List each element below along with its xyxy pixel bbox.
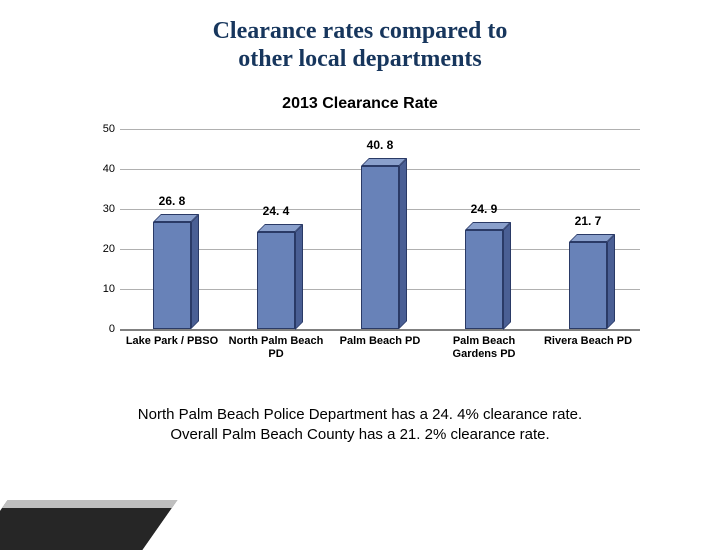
bar-front xyxy=(153,222,191,329)
bar-side xyxy=(295,224,303,330)
bar-top xyxy=(257,224,303,232)
bar-front xyxy=(361,166,399,329)
x-tick-label: Palm Beach Gardens PD xyxy=(434,335,534,361)
bars-layer: 26. 8 24. 4 40. 8 24. 9 21. 7 xyxy=(120,129,640,329)
y-tick-label: 0 xyxy=(85,323,115,335)
bar-top xyxy=(361,158,407,166)
grid-line xyxy=(120,329,640,331)
corner-accent xyxy=(0,500,178,550)
x-tick-label: North Palm Beach PD xyxy=(226,335,326,361)
x-tick-label: Rivera Beach PD xyxy=(538,335,638,348)
caption-line1: North Palm Beach Police Department has a… xyxy=(138,406,582,423)
bar xyxy=(257,129,295,329)
y-tick-label: 40 xyxy=(85,163,115,175)
y-tick-label: 50 xyxy=(85,123,115,135)
corner-accent-light xyxy=(2,500,178,508)
bar-value-label: 40. 8 xyxy=(340,138,420,152)
bar-side xyxy=(399,158,407,329)
x-tick-label: Lake Park / PBSO xyxy=(122,335,222,348)
bar-value-label: 21. 7 xyxy=(548,214,628,228)
bar-value-label: 24. 9 xyxy=(444,202,524,216)
bar-top xyxy=(465,222,511,230)
caption: North Palm Beach Police Department has a… xyxy=(0,405,720,446)
bar-top xyxy=(153,214,199,222)
chart-title: 2013 Clearance Rate xyxy=(0,95,720,113)
bar-front xyxy=(569,242,607,329)
y-tick-label: 30 xyxy=(85,203,115,215)
bar-side xyxy=(607,234,615,329)
bar xyxy=(361,129,399,329)
bar-chart: 26. 8 24. 4 40. 8 24. 9 21. 7 Lake Park / PB… xyxy=(80,129,640,359)
bar xyxy=(569,129,607,329)
y-tick-label: 20 xyxy=(85,243,115,255)
bar-side xyxy=(191,214,199,329)
bar-side xyxy=(503,222,511,330)
slide-title-line2: other local departments xyxy=(238,46,482,72)
y-tick-label: 10 xyxy=(85,283,115,295)
bar-front xyxy=(465,230,503,330)
slide-title: Clearance rates compared to other local … xyxy=(0,0,720,73)
slide-title-line1: Clearance rates compared to xyxy=(213,18,508,44)
bar xyxy=(465,129,503,329)
bar-front xyxy=(257,232,295,330)
caption-line2: Overall Palm Beach County has a 21. 2% c… xyxy=(170,426,549,443)
bar-value-label: 24. 4 xyxy=(236,204,316,218)
x-tick-label: Palm Beach PD xyxy=(330,335,430,348)
bar-value-label: 26. 8 xyxy=(132,194,212,208)
bar xyxy=(153,129,191,329)
plot-area: 26. 824. 440. 824. 921. 7 Lake Park / PB… xyxy=(120,129,640,329)
